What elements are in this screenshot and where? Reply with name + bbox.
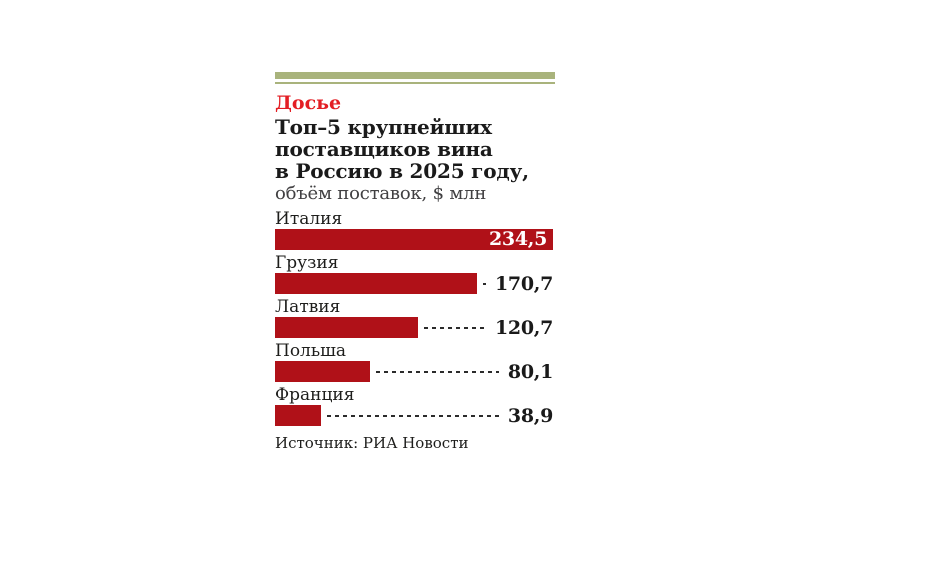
bar-track: 38,9 38,9 [275, 404, 553, 427]
bar-category-label: Франция [275, 385, 355, 405]
bar-value-inside: 234,5 [489, 228, 547, 250]
bar: 234,5 [275, 229, 553, 250]
bar: 120,7 [275, 317, 418, 338]
chart-subtitle: объём поставок, $ млн [275, 183, 487, 204]
chart-row: Польша 80,1 80,1 [275, 341, 555, 383]
bar-value: 80,1 [507, 360, 553, 383]
chart-row: Франция 38,9 38,9 [275, 385, 555, 427]
dash-leader-line [483, 282, 486, 285]
dash-leader-line [424, 326, 486, 329]
bar-track: 120,7 120,7 [275, 316, 553, 339]
chart-row: Латвия 120,7 120,7 [275, 297, 555, 339]
chart-title: Топ–5 крупнейших поставщиков вина в Росс… [275, 115, 529, 183]
bar-category-label: Польша [275, 341, 347, 361]
top-rule-thin [275, 82, 555, 84]
dash-leader-line [376, 370, 499, 373]
chart-row: Грузия 170,7 170,7 [275, 253, 555, 295]
bar: 80,1 [275, 361, 370, 382]
infographic-card: Досье Топ–5 крупнейших поставщиков вина … [275, 72, 555, 452]
bar-track: 234,5 234,5 [275, 229, 553, 250]
bar: 170,7 [275, 273, 477, 294]
bar-track: 170,7 170,7 [275, 272, 553, 295]
bar: 38,9 [275, 405, 321, 426]
bar-category-label: Грузия [275, 253, 339, 273]
section-kicker: Досье [275, 92, 342, 114]
bar-value: 120,7 [495, 316, 553, 339]
bar-value: 38,9 [507, 404, 553, 427]
top-rule-thick [275, 72, 555, 79]
bar-category-label: Латвия [275, 297, 341, 317]
source-note: Источник: РИА Новости [275, 434, 469, 452]
bar-chart: Италия 234,5 234,5 Грузия 170,7 170,7 Ла… [275, 210, 555, 427]
chart-row: Италия 234,5 234,5 [275, 210, 555, 250]
bar-value: 170,7 [495, 272, 553, 295]
dash-leader-line [327, 414, 499, 417]
bar-category-label: Италия [275, 209, 343, 229]
bar-track: 80,1 80,1 [275, 360, 553, 383]
